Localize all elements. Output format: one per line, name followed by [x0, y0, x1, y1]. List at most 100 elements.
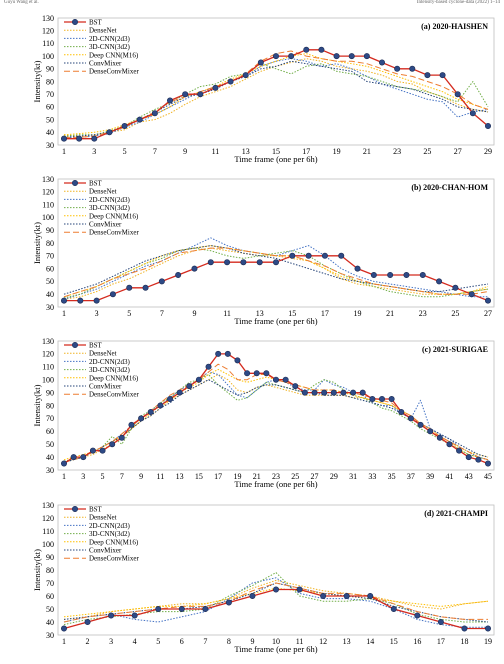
data-point-bst [343, 593, 350, 600]
legend-label-2d-cnn-2d3: 2D-CNN(2d3) [89, 35, 130, 43]
x-tick-label: 9 [250, 637, 254, 646]
x-tick-label: 17 [214, 472, 222, 481]
data-point-bst [205, 363, 212, 370]
x-tick-label: 15 [390, 637, 398, 646]
data-point-bst [175, 272, 182, 279]
x-tick-label: 19 [484, 637, 492, 646]
data-point-bst [212, 84, 219, 91]
y-tick-label: 60 [46, 264, 54, 273]
y-tick-label: 120 [42, 27, 54, 36]
data-point-bst [288, 53, 295, 60]
x-tick-label: 41 [445, 472, 453, 481]
y-tick-label: 30 [46, 466, 54, 475]
y-tick-label: 60 [46, 103, 54, 112]
legend-marker-bst [72, 19, 79, 26]
data-point-bst [224, 259, 231, 266]
data-point-bst [363, 53, 370, 60]
legend-label-deep-cnn-m16: Deep CNN(M16) [89, 538, 139, 546]
data-point-bst [215, 350, 222, 357]
y-tick-label: 120 [42, 350, 54, 359]
x-tick-label: 19 [233, 472, 241, 481]
series-line-bst [63, 588, 488, 630]
data-point-bst [484, 297, 491, 304]
x-tick-label: 37 [407, 472, 415, 481]
legend-label-bst: BST [89, 342, 103, 350]
legend-label-deep-cnn-m16: Deep CNN(M16) [89, 374, 139, 382]
y-tick-label: 100 [42, 52, 54, 61]
data-point-bst [321, 252, 328, 259]
series-line-deep-cnn-m16 [63, 368, 489, 461]
data-point-bst [427, 428, 434, 435]
data-point-bst [128, 421, 135, 428]
chart-title: (c) 2021-SURIGAE [422, 345, 488, 354]
x-tick-label: 5 [127, 309, 131, 318]
x-tick-label: 9 [183, 147, 187, 156]
x-tick-label: 19 [354, 309, 362, 318]
y-tick-label: 100 [42, 376, 54, 385]
data-point-bst [378, 59, 385, 66]
data-point-bst [465, 454, 472, 461]
series-line-2d-cnn-2d3 [63, 371, 489, 463]
legend-label-2d-cnn-2d3: 2D-CNN(2d3) [89, 358, 130, 366]
series-line-denseconvmixer [63, 247, 489, 298]
y-tick-label: 100 [42, 540, 54, 549]
data-point-bst [202, 606, 209, 613]
x-axis-label: Time frame (one per 6h) [234, 154, 317, 164]
data-point-bst [234, 357, 241, 364]
x-tick-label: 15 [272, 147, 280, 156]
data-point-bst [197, 91, 204, 98]
data-point-bst [60, 297, 67, 304]
legend-label-3d-cnn-3d2: 3D-CNN(3d2) [89, 530, 130, 538]
x-tick-label: 18 [460, 637, 468, 646]
y-tick-label: 70 [46, 90, 54, 99]
y-tick-label: 30 [46, 141, 54, 150]
y-tick-label: 30 [46, 631, 54, 640]
data-point-bst [340, 389, 347, 396]
x-tick-label: 3 [109, 637, 113, 646]
x-tick-label: 27 [484, 309, 492, 318]
x-tick-label: 45 [484, 472, 492, 481]
data-point-bst [409, 65, 416, 72]
data-point-bst [186, 383, 193, 390]
x-tick-label: 16 [413, 637, 421, 646]
header-right-text: Intensity-based cyclone-data (2022) 1–14 [416, 0, 500, 5]
data-point-bst [452, 284, 459, 291]
data-point-bst [437, 619, 444, 626]
y-tick-label: 120 [42, 514, 54, 523]
x-tick-label: 25 [451, 309, 459, 318]
data-point-bst [60, 460, 67, 467]
y-tick-label: 80 [46, 77, 54, 86]
x-tick-label: 1 [62, 637, 66, 646]
data-point-bst [167, 97, 174, 104]
legend-label-bst: BST [89, 19, 103, 27]
y-tick-label: 40 [46, 128, 54, 137]
x-tick-label: 11 [157, 472, 165, 481]
x-tick-label: 19 [333, 147, 341, 156]
y-tick-label: 30 [46, 303, 54, 312]
legend-label-2d-cnn-2d3: 2D-CNN(2d3) [89, 522, 130, 530]
data-point-bst [155, 606, 162, 613]
legend-label-3d-cnn-3d2: 3D-CNN(3d2) [89, 204, 130, 212]
legend-marker-bst [72, 180, 79, 187]
x-tick-label: 23 [393, 147, 401, 156]
data-point-bst [126, 284, 133, 291]
x-tick-label: 39 [426, 472, 434, 481]
data-point-bst [407, 415, 414, 422]
data-point-bst [414, 612, 421, 619]
y-tick-label: 50 [46, 440, 54, 449]
data-point-bst [333, 53, 340, 60]
data-point-bst [272, 376, 279, 383]
data-point-bst [350, 389, 357, 396]
x-tick-label: 13 [242, 147, 250, 156]
data-point-bst [292, 383, 299, 390]
data-point-bst [394, 65, 401, 72]
legend-label-convmixer: ConvMixer [89, 547, 122, 555]
data-point-bst [178, 606, 185, 613]
data-point-bst [484, 460, 491, 467]
data-point-bst [468, 291, 475, 298]
y-tick-label: 110 [42, 527, 54, 536]
